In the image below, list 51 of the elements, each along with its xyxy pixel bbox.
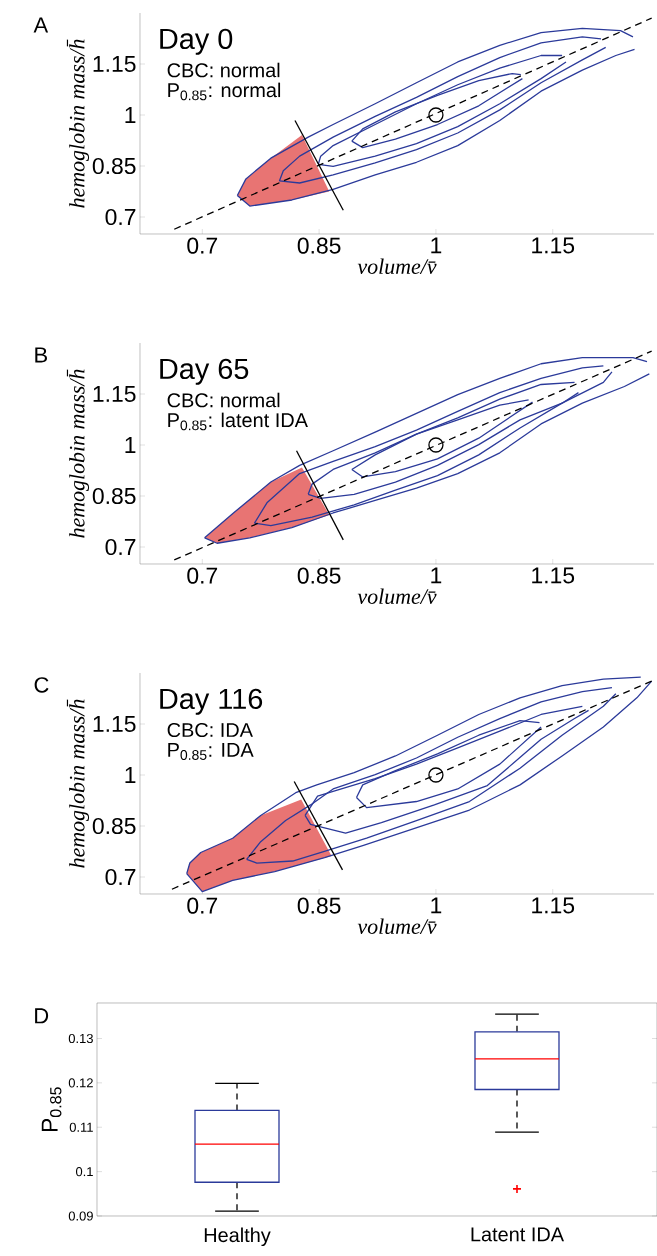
- x-tick-label: 1: [431, 567, 442, 584]
- x-tick-label: 0.7: [187, 897, 217, 914]
- chart-title: Day 116: [160, 688, 262, 715]
- y-tick-label: 0.85: [92, 817, 136, 835]
- chart-title: Day 0: [160, 28, 233, 55]
- text: C: [34, 677, 49, 693]
- y-tick-label: 0.7: [105, 208, 136, 226]
- annotation: P$_{0.85}$: normal: [168, 82, 280, 101]
- x-tick-label: 0.7: [187, 237, 217, 254]
- y-tick-label: 0.12: [68, 1078, 93, 1088]
- x-tick-label: 1.15: [532, 567, 574, 584]
- y-tick-label: 1: [125, 437, 136, 453]
- x-tick-label: 0.85: [297, 567, 341, 584]
- y-tick-label: 0.09: [68, 1211, 93, 1221]
- y-tick-label: 0.7: [105, 538, 136, 556]
- chart-title: Day 65: [160, 358, 249, 385]
- x-axis-title: volume/v̄: [357, 588, 437, 605]
- annotation: CBC: normal: [167, 62, 280, 78]
- y-tick-label: 0.7: [105, 868, 136, 886]
- y-axis-title: hemoglobin mass/h̄: [66, 369, 89, 538]
- x-tick-label: 0.85: [297, 237, 341, 254]
- x-tick-label: 0.7: [187, 567, 217, 584]
- annotation: CBC: IDA: [167, 722, 253, 738]
- y-tick-label: 1: [125, 767, 136, 783]
- text: D: [35, 1008, 49, 1024]
- annotation: P$_{0.85}$: IDA: [168, 742, 254, 760]
- x-tick-label: 1: [431, 237, 442, 254]
- y-tick-label: 1.15: [93, 716, 136, 732]
- x-tick-label: 0.85: [297, 897, 341, 914]
- y-axis-title: hemoglobin mass/h̄: [66, 699, 89, 868]
- x-tick-label: Latent IDA: [471, 1227, 564, 1242]
- y-axis-title: P$_{0.85}$: [41, 1087, 62, 1132]
- y-axis-title: hemoglobin mass/h̄: [66, 39, 89, 208]
- x-axis-title: volume/v̄: [357, 918, 437, 935]
- y-tick-label: 0.85: [92, 157, 136, 175]
- annotation: P$_{0.85}$: latent IDA: [168, 412, 308, 431]
- y-tick-label: 0.1: [75, 1167, 93, 1177]
- x-tick-label: Healthy: [204, 1227, 271, 1247]
- annotation: CBC: normal: [167, 392, 280, 408]
- x-tick-label: 1.15: [532, 897, 574, 914]
- x-axis-title: volume/v̄: [357, 258, 437, 275]
- text: A: [33, 17, 48, 33]
- y-tick-label: 1.15: [93, 56, 136, 72]
- x-tick-label: 1: [431, 897, 442, 914]
- y-tick-label: 1: [125, 107, 136, 123]
- text: B: [35, 347, 47, 363]
- y-tick-label: 0.85: [92, 487, 136, 505]
- y-tick-label: 0.13: [68, 1033, 93, 1044]
- y-tick-label: 1.15: [93, 386, 136, 402]
- x-tick-label: 1.15: [532, 237, 574, 254]
- y-tick-label: 0.11: [69, 1122, 93, 1132]
